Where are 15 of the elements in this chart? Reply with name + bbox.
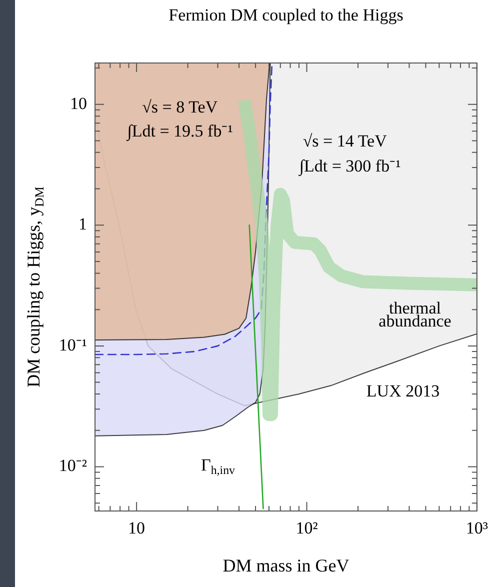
annotation: √s = 8 TeV <box>142 97 218 116</box>
x-tick-label: 10² <box>296 518 318 538</box>
y-tick-label: 1 <box>78 214 87 234</box>
x-tick-label: 10³ <box>466 518 488 538</box>
x-axis-title: DM mass in GeV <box>222 556 350 576</box>
annotation: LUX 2013 <box>366 381 440 400</box>
y-tick-label: 10 <box>70 94 87 113</box>
y-tick-label: 10⁻² <box>58 456 87 476</box>
y-axis-title: DM coupling to Higgs, yDM <box>24 186 47 388</box>
x-tick-label: 10 <box>128 518 146 538</box>
y-tick-label: 10⁻¹ <box>58 335 87 354</box>
chart-title: Fermion DM coupled to the Higgs <box>168 5 404 24</box>
annotation: ∫Ldt = 300 fb⁻¹ <box>298 156 401 176</box>
annotation: √s = 14 TeV <box>302 131 388 150</box>
annotation: ∫Ldt = 19.5 fb⁻¹ <box>126 121 233 142</box>
